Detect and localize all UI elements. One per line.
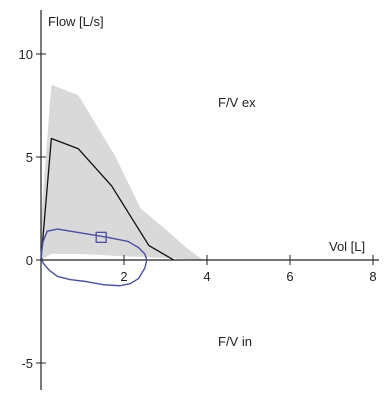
y-tick-label: -5 bbox=[21, 356, 33, 371]
y-tick-label: 5 bbox=[26, 150, 33, 165]
x-tick-label: 6 bbox=[286, 269, 293, 284]
measurement-marker bbox=[95, 231, 107, 243]
curves-layer bbox=[40, 137, 175, 287]
y-tick-label: 0 bbox=[26, 253, 33, 268]
predicted-curve bbox=[40, 137, 175, 261]
x-tick-label: 8 bbox=[369, 269, 376, 284]
predicted-range-band bbox=[41, 84, 203, 261]
y-tick-label: 10 bbox=[19, 47, 33, 62]
ticks: 2 4 6 8 10 5 0 -5 bbox=[19, 47, 377, 371]
expiration-label: F/V ex bbox=[218, 95, 256, 110]
axes bbox=[40, 10, 379, 390]
x-tick-label: 2 bbox=[120, 269, 127, 284]
y-axis-label: Flow [L/s] bbox=[48, 14, 104, 29]
x-tick-label: 4 bbox=[203, 269, 210, 284]
inspiration-label: F/V in bbox=[218, 334, 252, 349]
predicted-band-layer bbox=[41, 84, 203, 261]
x-axis-label: Vol [L] bbox=[329, 239, 365, 254]
measured-flow-volume-loop bbox=[40, 228, 148, 287]
